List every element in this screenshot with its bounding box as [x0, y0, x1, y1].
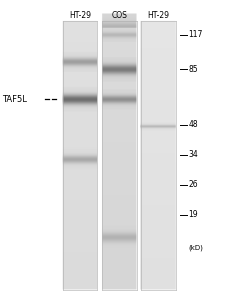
- Text: 85: 85: [188, 64, 198, 74]
- Text: HT-29: HT-29: [69, 11, 91, 20]
- Text: HT-29: HT-29: [148, 11, 170, 20]
- Text: 48: 48: [188, 120, 198, 129]
- Text: COS: COS: [111, 11, 127, 20]
- Text: 26: 26: [188, 180, 198, 189]
- Text: (kD): (kD): [188, 244, 203, 251]
- Text: 19: 19: [188, 210, 198, 219]
- Text: TAF5L: TAF5L: [2, 94, 27, 103]
- Text: 117: 117: [188, 30, 202, 39]
- Text: 34: 34: [188, 150, 198, 159]
